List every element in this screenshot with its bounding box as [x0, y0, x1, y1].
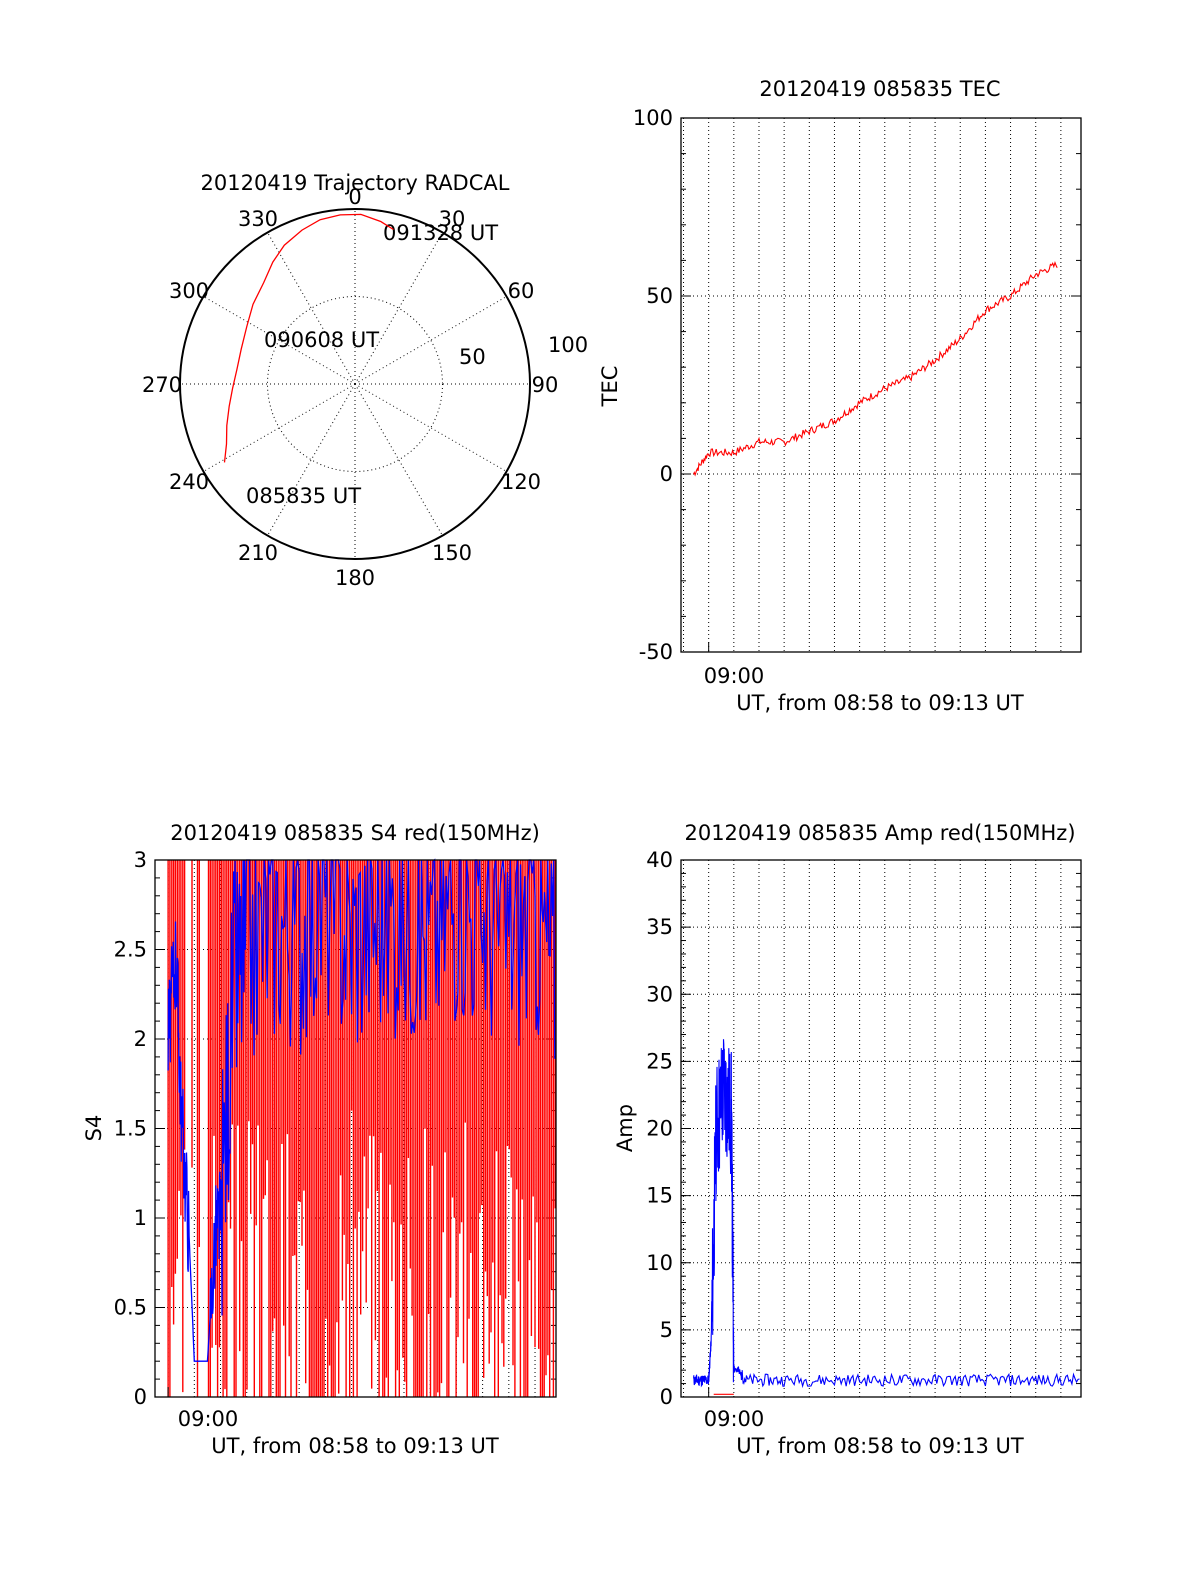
tec-title: 20120419 085835 TEC	[759, 77, 1000, 101]
tec-y-tick-label: -50	[639, 640, 673, 664]
amp-x-tick-label: 09:00	[704, 1407, 765, 1431]
amp-y-tick-label: 5	[660, 1318, 673, 1342]
s4-y-tick-label: 2.5	[114, 938, 147, 962]
polar-angle-label-210: 210	[238, 541, 278, 565]
polar-angle-label-0: 0	[348, 185, 361, 209]
polar-angle-label-90: 90	[532, 373, 559, 397]
polar-angle-label-330: 330	[238, 207, 278, 231]
amp-series-blue-detail	[693, 1039, 1080, 1389]
s4-y-tick-label: 0	[134, 1385, 147, 1409]
polar-angle-label-30: 30	[439, 207, 466, 231]
polar-trajectory-start-label: 085835 UT	[246, 484, 361, 508]
s4-title: 20120419 085835 S4 red(150MHz)	[170, 821, 540, 845]
tec-y-axis-label: TEC	[598, 366, 622, 408]
polar-title: 20120419 Trajectory RADCAL	[201, 171, 510, 195]
tec-panel: 20120419 085835 TEC 09:00 UT, from 08:58…	[598, 77, 1082, 715]
polar-angle-label-120: 120	[501, 470, 541, 494]
polar-spoke-330	[267, 232, 356, 385]
amp-y-tick-label: 35	[646, 915, 673, 939]
amp-panel: 20120419 085835 Amp red(150MHz) 09:00 UT…	[613, 821, 1082, 1458]
polar-angle-label-60: 60	[508, 279, 535, 303]
polar-angle-label-150: 150	[432, 541, 472, 565]
amp-y-tick-label: 15	[646, 1184, 673, 1208]
amp-plot-frame	[680, 859, 1082, 1398]
polar-panel: 20120419 Trajectory RADCAL 091328 UT 090…	[142, 171, 588, 590]
tec-y-tick-label: 0	[660, 462, 673, 486]
polar-angle-label-300: 300	[169, 279, 209, 303]
polar-radius-label-50: 50	[459, 345, 486, 369]
s4-y-tick-label: 3	[134, 848, 147, 872]
tec-x-tick-label: 09:00	[704, 664, 765, 688]
polar-trajectory-mid-label: 090608 UT	[264, 328, 379, 352]
tec-x-axis-label: UT, from 08:58 to 09:13 UT	[736, 691, 1024, 715]
tec-plot-frame	[680, 117, 1082, 653]
amp-y-tick-label: 30	[646, 982, 673, 1006]
amp-title: 20120419 085835 Amp red(150MHz)	[684, 821, 1075, 845]
amp-x-axis-label: UT, from 08:58 to 09:13 UT	[736, 1434, 1024, 1458]
tec-y-tick-label: 100	[633, 106, 673, 130]
s4-y-tick-label: 2	[134, 1027, 147, 1051]
s4-x-tick-label: 09:00	[178, 1407, 239, 1431]
amp-y-tick-label: 40	[646, 848, 673, 872]
polar-angle-label-240: 240	[169, 470, 209, 494]
s4-panel: 20120419 085835 S4 red(150MHz) 09:00 UT,…	[82, 821, 557, 1458]
polar-ring-50	[267, 296, 443, 472]
polar-radius-label-100: 100	[548, 333, 588, 357]
polar-angle-label-270: 270	[142, 373, 182, 397]
polar-outer-ring	[179, 208, 531, 560]
polar-spoke-150	[354, 383, 443, 536]
amp-y-tick-label: 25	[646, 1049, 673, 1073]
polar-angle-label-180: 180	[335, 566, 375, 590]
tec-y-tick-label: 50	[646, 284, 673, 308]
polar-trajectory-end-label: 091328 UT	[383, 221, 498, 245]
s4-y-tick-label: 1.5	[114, 1117, 147, 1141]
s4-plot-frame	[154, 859, 557, 1398]
polar-spoke-120	[354, 383, 507, 472]
s4-y-tick-label: 0.5	[114, 1296, 147, 1320]
amp-y-tick-label: 10	[646, 1251, 673, 1275]
s4-y-tick-label: 1	[134, 1206, 147, 1230]
amp-y-tick-label: 0	[660, 1385, 673, 1409]
polar-trajectory-line	[223, 213, 394, 463]
polar-spoke-30	[354, 232, 443, 385]
tec-series-red-detail	[693, 261, 1058, 477]
s4-y-axis-label: S4	[82, 1115, 106, 1142]
amp-y-tick-label: 20	[646, 1117, 673, 1141]
polar-spoke-210	[267, 383, 356, 536]
amp-y-axis-label: Amp	[613, 1104, 637, 1152]
s4-x-axis-label: UT, from 08:58 to 09:13 UT	[211, 1434, 499, 1458]
